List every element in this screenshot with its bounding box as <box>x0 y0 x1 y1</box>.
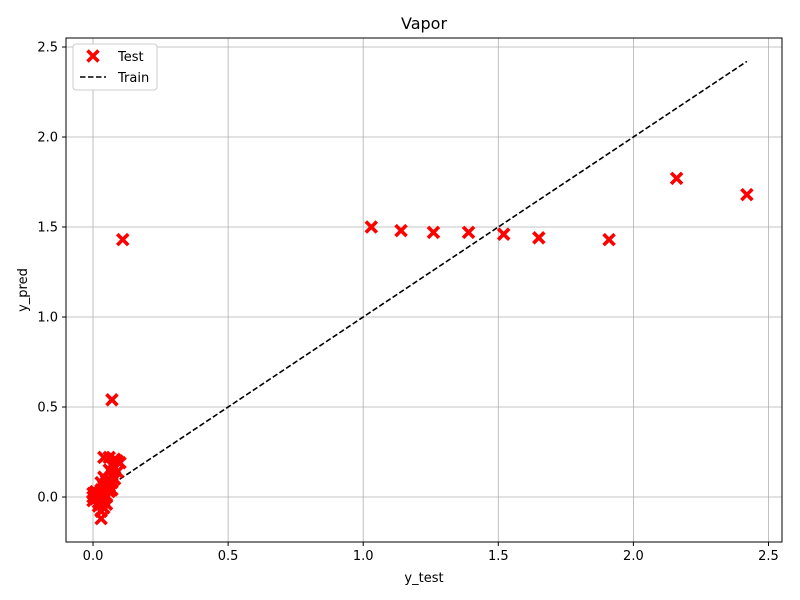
chart-title: Vapor <box>401 14 447 33</box>
y-tick-label: 1.0 <box>37 311 58 326</box>
y-tick-label: 0.5 <box>37 401 58 416</box>
test-point <box>461 225 476 240</box>
x-axis-ticks: 0.0 0.5 1.0 1.5 2.0 2.5 <box>83 542 779 564</box>
y-axis-title: y_pred <box>16 268 31 312</box>
legend-test-x <box>86 49 100 63</box>
plot-area <box>86 60 754 526</box>
y-tick-label: 2.5 <box>37 41 58 56</box>
test-point <box>110 465 125 479</box>
test-point <box>669 171 684 186</box>
test-point <box>115 232 130 247</box>
x-tick-label: 2.0 <box>623 549 644 564</box>
y-tick-label: 2.0 <box>37 131 58 146</box>
test-point <box>107 472 122 486</box>
legend: Test Train <box>72 43 158 91</box>
test-point <box>105 393 119 407</box>
test-point <box>740 187 754 202</box>
test-point <box>532 231 546 245</box>
x-tick-label: 1.0 <box>353 549 374 564</box>
x-tick-label: 2.5 <box>758 549 779 564</box>
legend-label-train: Train <box>117 71 149 86</box>
test-point <box>364 220 379 234</box>
x-tick-label: 0.5 <box>218 549 239 564</box>
y-tick-label: 0.0 <box>37 491 58 506</box>
train-line <box>92 60 748 498</box>
test-point <box>496 227 511 241</box>
test-point <box>113 456 127 470</box>
x-tick-label: 1.5 <box>488 549 509 564</box>
y-tick-label: 1.5 <box>37 221 58 236</box>
test-point <box>99 497 114 511</box>
test-point <box>105 483 119 497</box>
y-axis-ticks: 0.0 0.5 1.0 1.5 2.0 2.5 <box>37 41 66 506</box>
test-point <box>426 225 441 240</box>
x-tick-label: 0.0 <box>83 549 104 564</box>
legend-marker-test <box>86 49 100 63</box>
test-point <box>394 223 408 238</box>
legend-label-test: Test <box>117 50 144 65</box>
test-point <box>602 232 616 247</box>
plot-frame <box>65 37 783 543</box>
x-axis-title: y_test <box>404 571 443 586</box>
grid-lines <box>66 38 782 542</box>
